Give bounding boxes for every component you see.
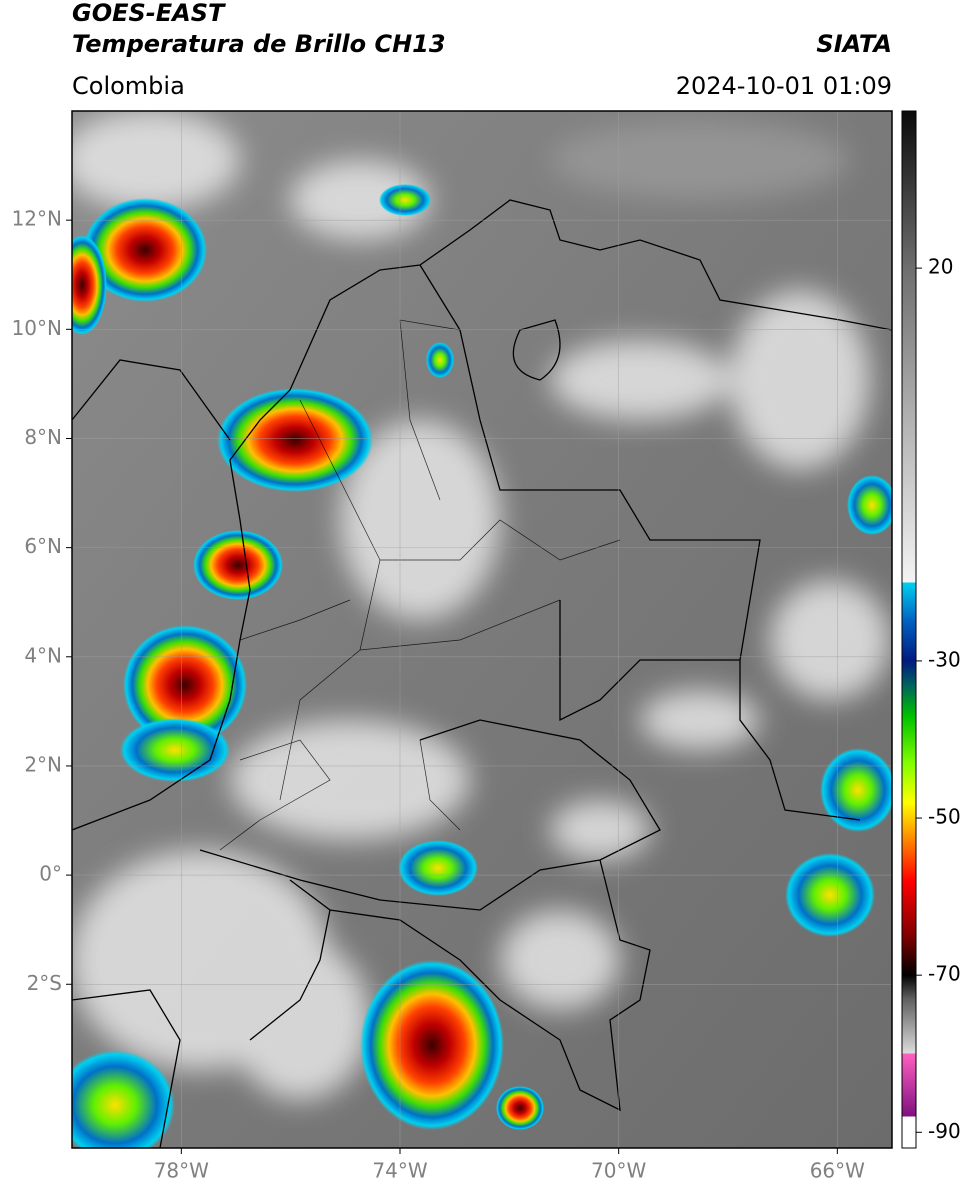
region: Colombia: [72, 72, 185, 100]
x-tick-label: 78°W: [154, 1159, 209, 1183]
colorbar-label: -30: [928, 647, 961, 671]
y-tick-label: 2°S: [27, 971, 62, 995]
subtitle: Temperatura de Brillo CH13: [72, 30, 446, 58]
y-tick-label: 2°N: [24, 752, 62, 776]
datetime: 2024-10-01 01:09: [676, 72, 892, 100]
axis-ticks: 78°W 74°W 70°W 66°W 12°N 10°N 8°N 6°N 4°N 2°N 0° 2°…: [12, 207, 866, 1183]
colorbar-label: -70: [928, 962, 961, 986]
colorbar-label: 20: [928, 255, 953, 279]
map-frame: [71, 110, 893, 1149]
x-tick-label: 70°W: [591, 1159, 646, 1183]
colorbar-fill: [901, 110, 917, 1149]
colorbar-label: -50: [928, 805, 961, 829]
source: SIATA: [816, 30, 892, 58]
colorbar-label: -90: [928, 1119, 961, 1143]
y-tick-label: 4°N: [24, 643, 62, 667]
y-tick-label: 12°N: [12, 207, 62, 231]
y-tick-label: 0°: [39, 862, 62, 886]
y-tick-label: 6°N: [24, 534, 62, 558]
x-tick-label: 66°W: [810, 1159, 865, 1183]
map-image: [72, 111, 892, 1148]
colorbar: 20 -30 -50 -70 -90: [901, 110, 961, 1149]
grid: [72, 111, 892, 1148]
title: GOES-EAST: [72, 0, 226, 27]
y-tick-label: 8°N: [24, 425, 62, 449]
y-tick-label: 10°N: [12, 316, 62, 340]
x-tick-label: 74°W: [372, 1159, 427, 1183]
